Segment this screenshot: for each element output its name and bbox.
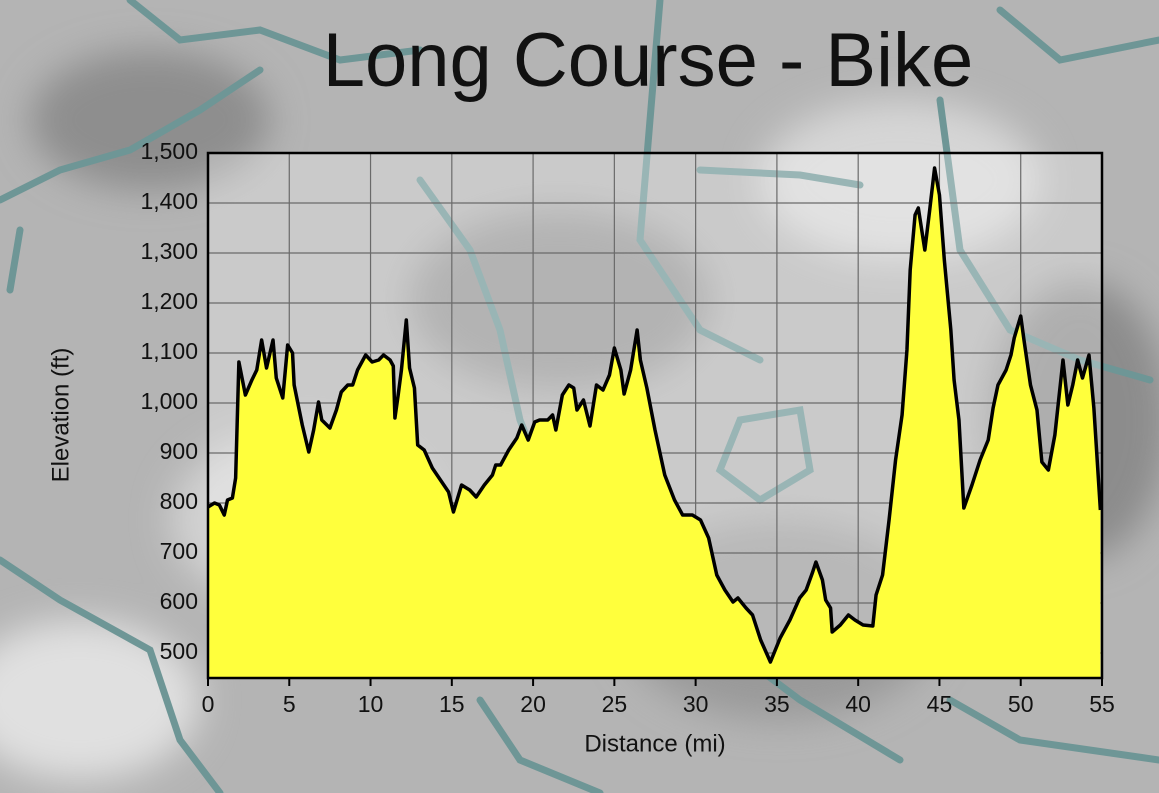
y-tick-label: 1,400 [140,188,198,214]
x-tick-label: 55 [1089,691,1115,717]
y-tick-label: 1,500 [140,138,198,164]
ticks: 5006007008009001,0001,1001,2001,3001,400… [140,138,1114,717]
x-tick-label: 45 [927,691,953,717]
x-axis-label: Distance (mi) [584,730,725,757]
x-tick-label: 25 [602,691,628,717]
y-tick-label: 800 [160,488,198,514]
data-layer [207,166,1103,678]
y-tick-label: 1,000 [140,388,198,414]
elevation-line [207,166,1103,664]
y-tick-label: 900 [160,438,198,464]
x-tick-label: 35 [764,691,790,717]
area-fill [208,168,1101,678]
y-tick-label: 500 [160,638,198,664]
x-tick-label: 10 [358,691,384,717]
x-tick-label: 40 [845,691,871,717]
x-tick-label: 20 [520,691,546,717]
chart-title: Long Course - Bike [323,18,974,103]
x-tick-label: 5 [283,691,296,717]
y-tick-label: 1,300 [140,238,198,264]
y-tick-label: 600 [160,588,198,614]
x-tick-label: 30 [683,691,709,717]
x-tick-label: 0 [202,691,215,717]
y-tick-label: 1,200 [140,288,198,314]
x-tick-label: 15 [439,691,465,717]
plot-border [206,151,1104,680]
y-tick-label: 700 [160,538,198,564]
y-axis-label: Elevation (ft) [47,348,74,483]
y-tick-label: 1,100 [140,338,198,364]
x-tick-label: 50 [1008,691,1034,717]
